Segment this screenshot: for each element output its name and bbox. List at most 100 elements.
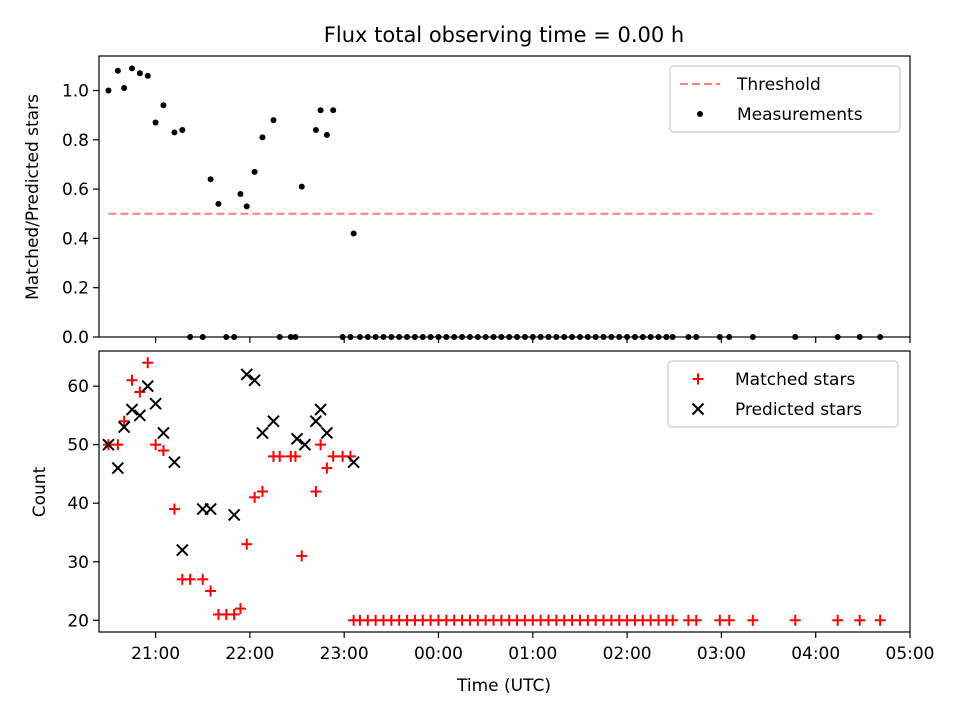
matched-star-point — [256, 486, 268, 497]
count-x-axis: 21:00 22:00 23:00 00:00 01:00 02:00 03:00 04:00… — [131, 632, 935, 664]
matched-star-point — [714, 614, 726, 626]
legend-measurement-swatch — [697, 111, 703, 117]
matched-star-point — [134, 386, 146, 398]
y-tick-label: 20 — [67, 611, 89, 631]
matched-star-point — [142, 357, 154, 369]
predicted-star-point — [111, 461, 125, 475]
matched-star-point — [315, 439, 327, 451]
legend-box — [667, 360, 899, 428]
matched-star-point — [234, 603, 246, 615]
matched-star-point — [157, 445, 169, 457]
x-tick-label: 21:00 — [131, 644, 180, 664]
x-tick-label: 05:00 — [886, 644, 935, 664]
y-tick-label: 0.2 — [62, 279, 89, 299]
measurement-point — [270, 117, 277, 124]
matched-star-point — [321, 462, 333, 474]
predicted-star-point — [320, 426, 334, 440]
count-y-axis: 20 30 40 50 60 — [67, 377, 99, 631]
matched-star-point — [228, 608, 240, 620]
measurement-point — [152, 119, 159, 126]
matched-star-point — [296, 550, 308, 562]
matched-star-point — [667, 614, 679, 626]
matched-star-point — [126, 374, 138, 386]
count-y-axis-label: Count — [30, 466, 50, 517]
measurement-point — [136, 70, 143, 77]
measurement-point — [317, 107, 324, 114]
matched-star-point — [168, 503, 180, 515]
measurement-point — [129, 65, 136, 72]
measurement-point — [207, 176, 214, 183]
predicted-star-point — [314, 403, 327, 416]
predicted-star-point — [157, 426, 170, 440]
legend-label: Predicted stars — [735, 400, 862, 420]
count-legend: Matched stars Predicted stars — [667, 360, 899, 428]
predicted-star-point — [267, 415, 280, 428]
matched-star-point — [690, 614, 702, 626]
predicted-star-point — [248, 374, 261, 387]
measurement-point — [121, 85, 128, 92]
ratio-axes-frame — [98, 55, 911, 338]
y-tick-label: 0.8 — [62, 131, 89, 151]
x-tick-label: 22:00 — [225, 644, 274, 664]
matched-star-point — [723, 614, 735, 626]
matched-star-point — [118, 415, 130, 427]
predicted-star-point — [102, 438, 115, 451]
matched-star-point — [789, 614, 801, 626]
measurement-point — [259, 134, 266, 141]
y-tick-label: 0.0 — [62, 328, 89, 348]
measurement-point — [298, 183, 305, 190]
y-tick-label: 1.0 — [62, 82, 89, 102]
ratio-panel: 0.0 0.2 0.4 0.6 0.8 1.0 Matched/Predicted sta… — [23, 55, 911, 348]
predicted-star-point — [227, 508, 241, 522]
predicted-star-point — [256, 426, 269, 440]
measurement-point — [215, 200, 222, 207]
figure-title: Flux total observing time = 0.00 h — [324, 23, 684, 47]
matched-star-point — [832, 614, 844, 626]
legend-predicted-swatch — [691, 402, 705, 416]
matched-star-point — [150, 439, 162, 451]
matched-star-point — [249, 491, 261, 503]
predicted-star-point — [117, 420, 131, 434]
legend-box — [669, 65, 901, 133]
x-tick-label: 00:00 — [414, 644, 463, 664]
measurement-point — [105, 87, 112, 94]
predicted-star-point — [240, 368, 253, 381]
count-axes-frame — [98, 350, 911, 633]
measurement-point — [171, 129, 178, 136]
predicted-star-point — [149, 397, 162, 410]
predicted-star-point — [141, 379, 154, 393]
matched-star-point — [874, 614, 886, 626]
ratio-legend: Threshold Measurements — [669, 65, 901, 133]
x-tick-label: 02:00 — [603, 644, 652, 664]
measurement-point — [243, 203, 250, 210]
count-plot-area — [102, 357, 886, 626]
x-axis-label: Time (UTC) — [456, 676, 551, 696]
ratio-x-axis — [154, 337, 911, 343]
ratio-y-axis-label: Matched/Predicted stars — [23, 94, 43, 300]
predicted-star-point — [290, 432, 304, 446]
y-tick-label: 0.6 — [62, 180, 89, 200]
y-tick-label: 0.4 — [62, 229, 89, 249]
predicted-star-point — [168, 456, 181, 469]
measurement-point — [114, 67, 121, 74]
predicted-star-point — [309, 415, 323, 428]
matched-star-point — [854, 614, 866, 626]
predicted-star-point — [347, 456, 360, 469]
matched-star-point — [289, 450, 301, 462]
predicted-star-point — [298, 438, 312, 451]
x-tick-label: 03:00 — [697, 644, 746, 664]
y-tick-label: 60 — [67, 377, 89, 397]
x-tick-label: 04:00 — [791, 644, 840, 664]
matched-star-point — [747, 614, 759, 626]
predicted-star-point — [176, 543, 189, 557]
matched-star-point — [241, 538, 253, 550]
measurement-point — [144, 72, 151, 79]
x-tick-label: 23:00 — [320, 644, 369, 664]
count-panel: 20 30 40 50 60 21:00 22:00 23:00 00:00 01:00 02:0… — [30, 350, 935, 664]
matched-star-point — [274, 450, 286, 462]
measurement-point — [251, 168, 258, 175]
matched-star-point — [197, 573, 209, 585]
predicted-star-point — [125, 403, 139, 416]
measurement-point — [179, 126, 186, 133]
